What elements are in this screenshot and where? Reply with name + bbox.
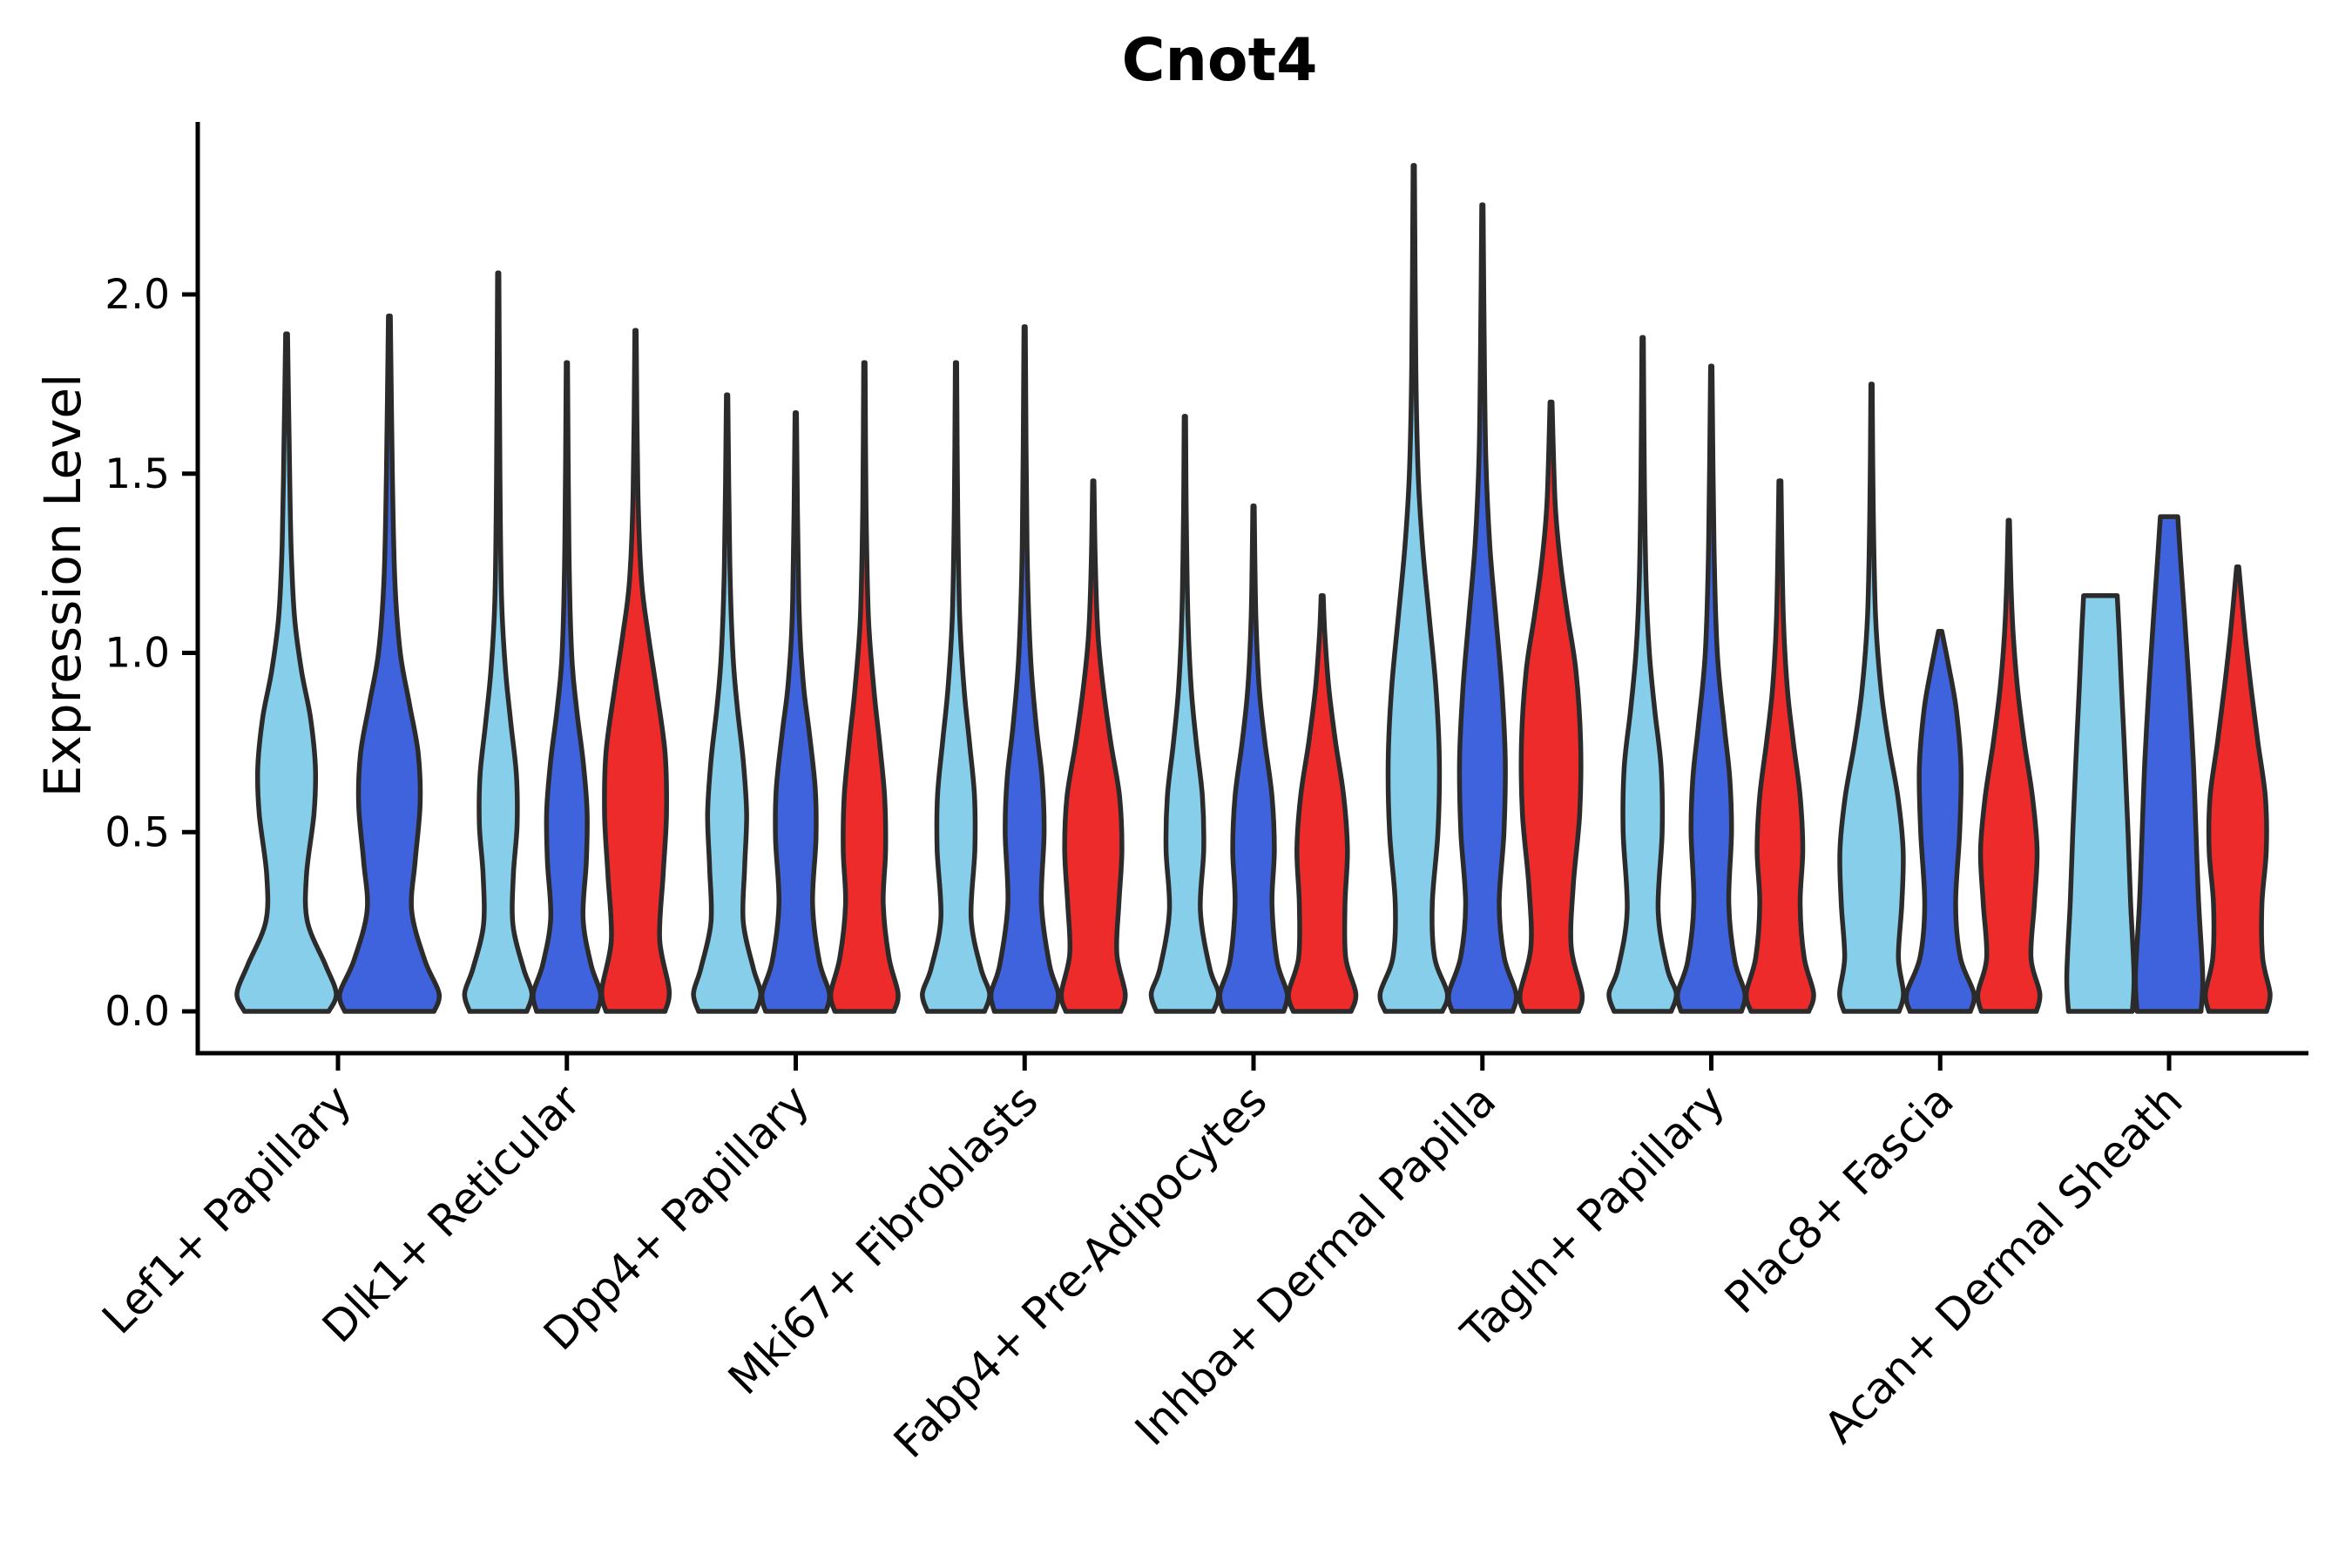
y-tick-label: 2.0 [105, 271, 170, 319]
violin [2202, 564, 2273, 1014]
x-tick-label: Fabp4+ Pre-Adipocytes [884, 1075, 1277, 1468]
violin [1446, 202, 1519, 1014]
violin [1674, 363, 1748, 1014]
violin [1217, 504, 1290, 1014]
violin [691, 392, 764, 1014]
violin [599, 328, 672, 1014]
violin [1517, 399, 1585, 1014]
violin [828, 360, 901, 1014]
violin [1377, 163, 1450, 1014]
x-tick-label: Plac8+ Fascia [1715, 1075, 1963, 1323]
violin [462, 270, 535, 1014]
x-tick-label: Inhba+ Dermal Papilla [1125, 1075, 1505, 1455]
violin [1975, 517, 2043, 1014]
violin [1286, 592, 1359, 1014]
violin [2064, 592, 2137, 1014]
violin [920, 360, 992, 1014]
violin [531, 360, 604, 1014]
violin [1148, 414, 1221, 1014]
violin [336, 313, 443, 1014]
y-tick-label: 0.0 [105, 988, 170, 1036]
y-tick-label: 0.5 [105, 808, 170, 856]
violin [2132, 514, 2206, 1014]
chart-title: Cnot4 [1121, 26, 1318, 95]
violin [1058, 478, 1128, 1014]
violin [1903, 629, 1977, 1014]
violin [234, 331, 339, 1014]
violin [759, 410, 833, 1014]
violin [1837, 382, 1906, 1014]
violin [1606, 335, 1680, 1014]
y-tick-label: 1.5 [105, 450, 170, 498]
y-tick-label: 1.0 [105, 630, 170, 678]
violin [1743, 478, 1816, 1014]
x-tick-label: Lef1+ Papillary [92, 1075, 361, 1343]
violin [988, 324, 1061, 1014]
y-axis-label: Expression Level [33, 373, 92, 798]
